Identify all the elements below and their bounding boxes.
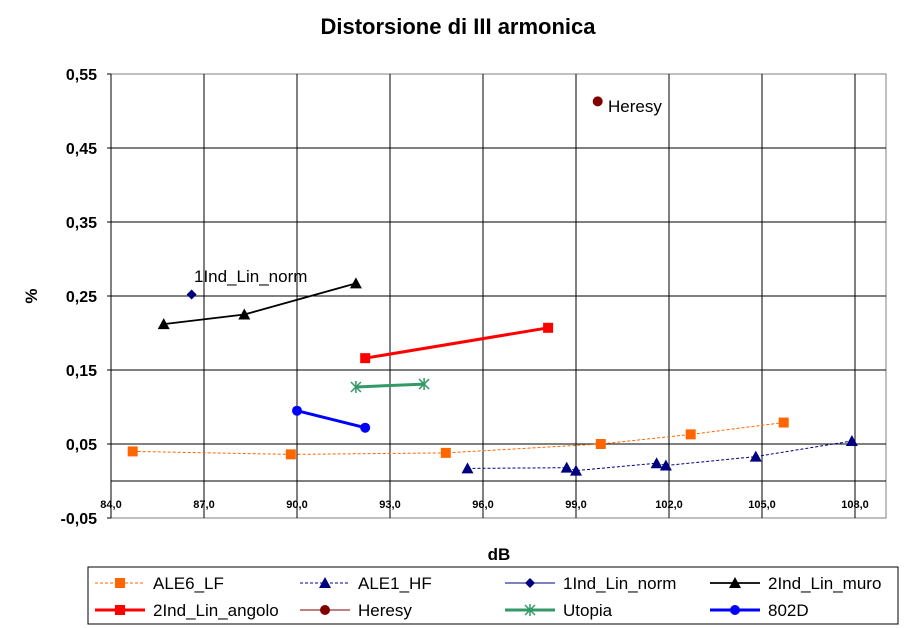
series-2ind-lin-muro	[157, 277, 362, 330]
x-tick-label: 108,0	[841, 499, 869, 511]
annotation-1ind-lin-norm: 1Ind_Lin_norm	[194, 267, 307, 286]
chart-title: Distorsione di III armonica	[320, 14, 596, 39]
data-point-2ind-lin-muro	[349, 277, 362, 289]
grid	[111, 74, 886, 518]
x-tick-label: 96,0	[472, 499, 493, 511]
series-1ind-lin-norm	[186, 289, 197, 300]
legend-marker	[115, 605, 125, 615]
data-point-utopia	[350, 381, 362, 394]
data-point-ale1-hf	[845, 435, 858, 447]
legend-marker	[319, 577, 331, 588]
series-utopia	[350, 378, 430, 394]
y-tick-label: 0,55	[66, 67, 97, 84]
x-tick-label: 93,0	[379, 499, 400, 511]
data-point-802d	[360, 422, 371, 433]
data-point-2ind-lin-angolo	[360, 353, 371, 364]
series-line-2ind-lin-angolo	[364, 326, 549, 360]
data-point-ale1-hf	[650, 457, 663, 469]
y-tick-label: 0,15	[66, 363, 97, 380]
series-ale1-hf	[461, 435, 858, 476]
legend-item-ale1-hf: ALE1_HF	[300, 574, 432, 593]
legend-marker	[729, 577, 741, 588]
data-point-2ind-lin-angolo	[543, 322, 554, 333]
data-point-utopia	[418, 378, 430, 391]
data-point-ale6-lf	[778, 417, 789, 428]
y-tick-label: 0,05	[66, 437, 97, 454]
y-tick-label: 0,35	[66, 215, 97, 232]
legend	[87, 566, 899, 625]
data-point-ale1-hf	[560, 461, 573, 473]
x-tick-label: 87,0	[193, 499, 214, 511]
series-layer	[127, 96, 858, 476]
legend-item-2ind-lin-muro: 2Ind_Lin_muro	[710, 574, 881, 593]
data-point-ale6-lf	[285, 449, 296, 460]
x-tick-label: 102,0	[655, 499, 683, 511]
legend-item-heresy: Heresy	[300, 601, 412, 620]
legend-label: ALE1_HF	[358, 574, 432, 593]
legend-marker	[525, 578, 535, 588]
data-point-802d	[292, 405, 302, 416]
y-axis-title: %	[22, 288, 41, 303]
data-point-2ind-lin-muro	[238, 308, 251, 320]
legend-label: 1Ind_Lin_norm	[563, 574, 676, 593]
data-point-ale1-hf	[570, 464, 582, 476]
y-tick-label: -0,05	[61, 511, 98, 528]
data-point-ale1-hf	[659, 459, 672, 471]
data-point-ale6-lf	[127, 446, 138, 457]
series-2ind-lin-angolo	[360, 322, 554, 364]
series-802d	[292, 405, 371, 433]
x-tick-label: 105,0	[748, 499, 776, 511]
legend-item-ale6-lf: ALE6_LF	[95, 574, 224, 593]
series-line-ale6-lf	[132, 422, 784, 455]
series-line-utopia	[355, 382, 425, 389]
legend-label: ALE6_LF	[153, 574, 224, 593]
legend-items: ALE6_LF ALE1_HF 1Ind_Lin_norm 2Ind_Lin_muro…	[95, 574, 881, 620]
series-line-802d	[296, 409, 366, 430]
x-axis-title: dB	[488, 545, 511, 564]
y-tick-label: 0,25	[66, 289, 97, 306]
legend-marker	[524, 604, 536, 616]
legend-item-802d: 802D	[710, 601, 809, 620]
annotation-heresy: Heresy	[608, 97, 662, 116]
data-point-ale6-lf	[595, 439, 606, 449]
series-heresy	[592, 96, 603, 107]
legend-label: Heresy	[358, 601, 412, 620]
legend-label: 2Ind_Lin_muro	[768, 574, 881, 593]
legend-marker	[320, 605, 330, 615]
data-point-1ind-lin-norm	[186, 289, 197, 300]
legend-label: 2Ind_Lin_angolo	[153, 601, 279, 620]
axes: 84,0 87,0 90,0 93,0 96,0 99,0 102,0 105,0 108,00…	[61, 67, 886, 528]
data-point-ale1-hf	[461, 462, 474, 474]
x-tick-label: 90,0	[286, 499, 307, 511]
legend-marker	[730, 605, 740, 615]
legend-label: Utopia	[563, 601, 613, 620]
legend-item-2ind-lin-angolo: 2Ind_Lin_angolo	[95, 601, 279, 620]
legend-item-utopia: Utopia	[505, 601, 613, 620]
data-point-ale6-lf	[685, 429, 696, 440]
data-point-ale6-lf	[440, 447, 451, 458]
data-point-heresy	[592, 96, 603, 107]
legend-marker	[115, 578, 125, 588]
legend-item-1ind-lin-norm: 1Ind_Lin_norm	[505, 574, 676, 593]
series-ale6-lf	[127, 417, 789, 460]
x-tick-label: 99,0	[565, 499, 586, 511]
data-point-ale1-hf	[749, 450, 762, 462]
data-point-2ind-lin-muro	[157, 318, 170, 330]
y-tick-label: 0,45	[66, 141, 97, 158]
legend-label: 802D	[768, 601, 809, 620]
